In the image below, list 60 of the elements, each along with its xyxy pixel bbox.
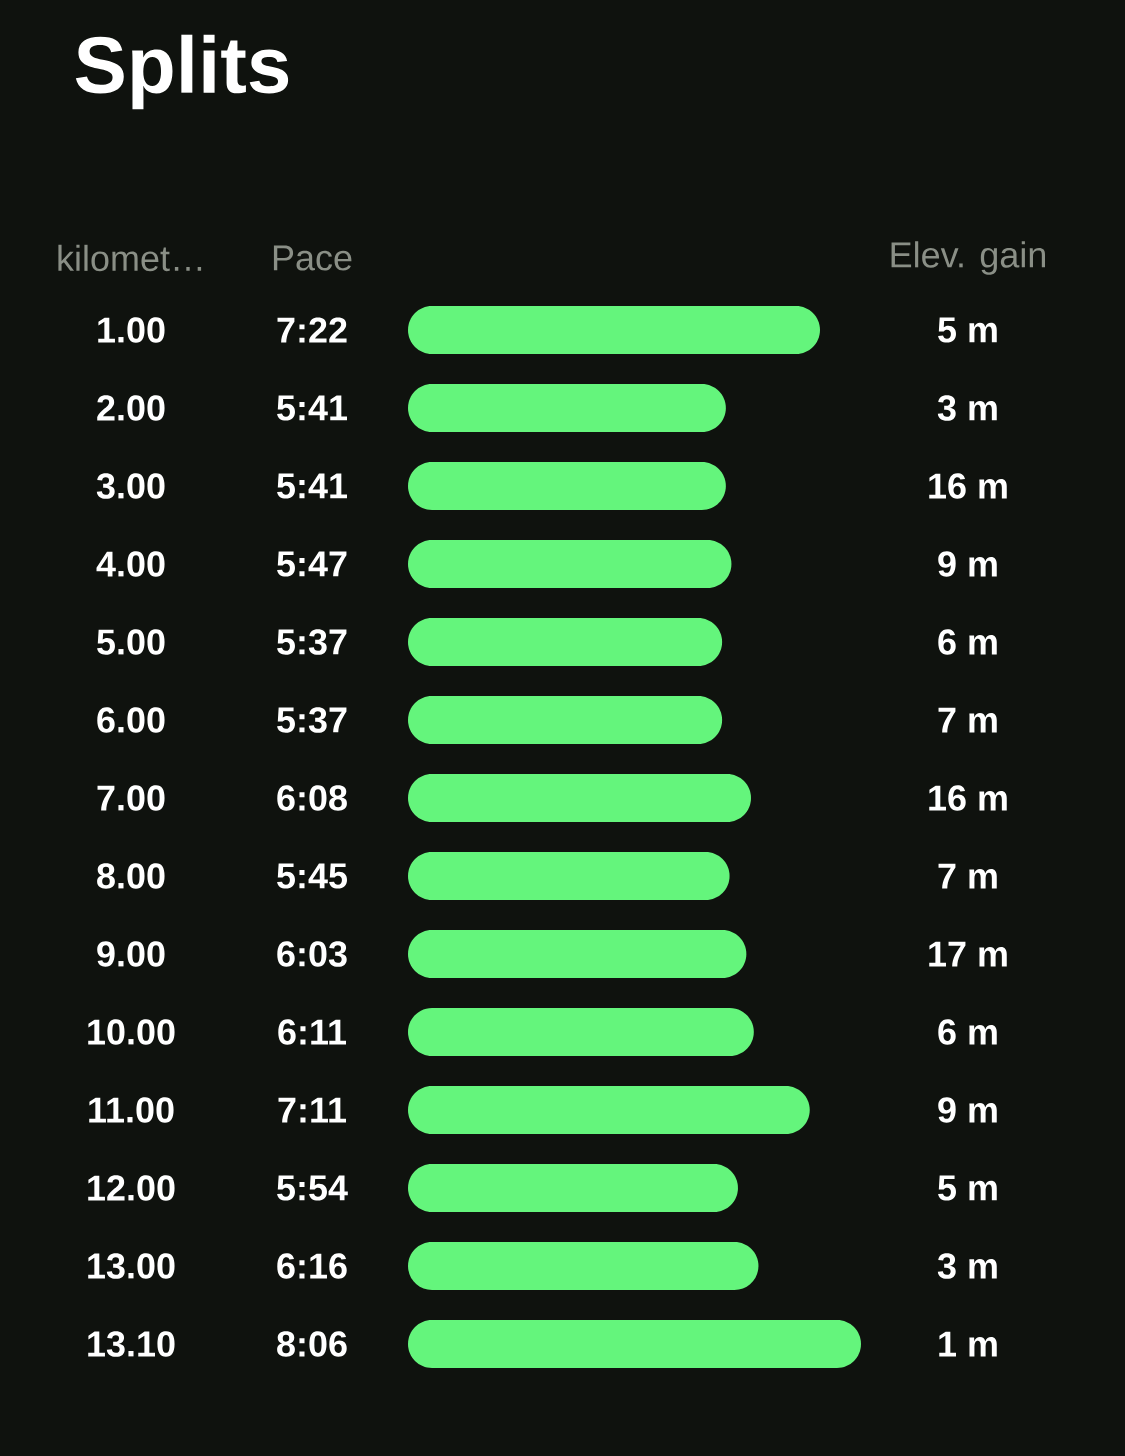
y-tick-label: 3.00 (96, 473, 165, 499)
chart-title: Splits (75, 34, 289, 110)
bar (408, 930, 747, 979)
text: 6 m (938, 629, 997, 655)
data-label: 5:37 (277, 707, 347, 733)
y-tick-label: 13.00 (88, 1253, 175, 1279)
y-tick-label: 1.00 (98, 317, 165, 343)
text: 3 m (937, 1253, 997, 1279)
y-axis-title: kilomet… (58, 244, 202, 272)
y-tick-label: 6.00 (97, 707, 165, 733)
data-label: 5:37 (277, 629, 347, 655)
text: 1 m (939, 1331, 997, 1357)
bar (408, 540, 732, 589)
text: 5 m (938, 1175, 997, 1201)
data-label: 6:08 (277, 785, 347, 811)
y-tick-label: 10.00 (88, 1019, 175, 1045)
data-label: 5:41 (277, 473, 347, 499)
text: 5 m (938, 317, 997, 343)
data-label: 8:06 (277, 1331, 347, 1357)
bar (408, 1008, 754, 1057)
bar (408, 1086, 810, 1135)
x-axis-title: Pace (273, 245, 352, 271)
y-tick-label: 11.00 (89, 1097, 174, 1123)
data-label: 5:41 (277, 395, 347, 421)
data-label: 5:54 (277, 1175, 348, 1201)
data-label: 7:22 (277, 317, 347, 343)
y-tick-label: 2.00 (97, 395, 165, 421)
data-label: 6:03 (277, 941, 347, 967)
y-tick-label: 5.00 (97, 629, 165, 655)
bar (408, 306, 820, 354)
text: 16 m (929, 473, 1007, 499)
bar (408, 384, 726, 433)
y-tick-label: 13.10 (88, 1331, 175, 1357)
text: 7 m (938, 863, 997, 889)
data-label: 5:45 (277, 863, 347, 889)
data-label: 5:47 (277, 551, 347, 577)
y-tick-label: 4.00 (96, 551, 165, 577)
text: 6 m (938, 1019, 997, 1045)
y-tick-label: 9.00 (97, 941, 165, 967)
text: 3 m (937, 395, 997, 421)
data-label: 6:11 (278, 1019, 347, 1045)
bar (408, 852, 730, 901)
bar (408, 774, 752, 823)
y-tick-label: 12.00 (88, 1175, 175, 1201)
bar (408, 1164, 738, 1213)
bar (408, 618, 723, 666)
y-tick-label: 8.00 (97, 863, 165, 889)
text: 7 m (938, 707, 997, 733)
text: 9 m (938, 551, 997, 577)
bar (408, 696, 723, 745)
data-label: 7:11 (278, 1097, 347, 1123)
bar (408, 1320, 861, 1369)
y-tick-label: 7.00 (97, 785, 165, 811)
bar (408, 462, 726, 510)
y2-axis-title: Elev. gain (891, 241, 1046, 275)
text: 16 m (929, 785, 1007, 811)
bar (408, 1242, 759, 1291)
text: 17 m (929, 941, 1007, 967)
data-label: 6:16 (277, 1253, 347, 1279)
text: 9 m (938, 1097, 997, 1123)
